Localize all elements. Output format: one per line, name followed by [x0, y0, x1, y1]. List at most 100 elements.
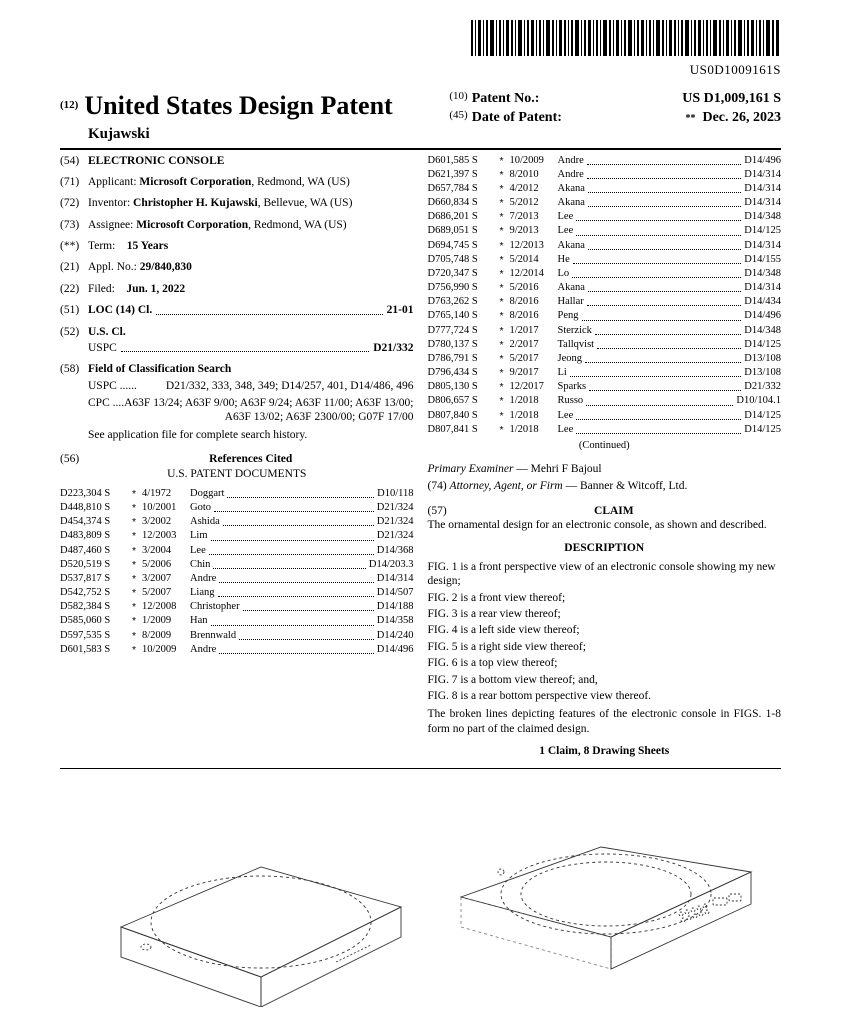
- refs-left-list: D223,304 S*4/1972DoggartD10/118D448,810 …: [60, 487, 414, 657]
- inventor-num: (72): [60, 196, 88, 210]
- figure-description: FIG. 2 is a front view thereof;: [428, 591, 782, 605]
- title-field-num: (54): [60, 154, 88, 168]
- refs-right-list: D601,585 S*10/2009AndreD14/496D621,397 S…: [428, 154, 782, 437]
- applicant-label: Applicant:: [88, 176, 137, 188]
- reference-row: D765,140 S*8/2016PengD14/496: [428, 309, 782, 323]
- reference-row: D807,841 S*1/2018LeeD14/125: [428, 423, 782, 437]
- reference-row: D705,748 S*5/2014HeD14/155: [428, 253, 782, 267]
- applicant-num: (71): [60, 175, 88, 189]
- figure-description: FIG. 6 is a top view thereof;: [428, 656, 782, 670]
- patent-drawing: [60, 787, 781, 1011]
- reference-row: D694,745 S*12/2013AkanaD14/314: [428, 239, 782, 253]
- reference-row: D542,752 S*5/2007LiangD14/507: [60, 586, 414, 600]
- patent-header: (12)United States Design Patent Kujawski…: [60, 90, 781, 149]
- refs-label: References Cited: [209, 453, 292, 465]
- search-cpc-value: A63F 13/24; A63F 9/00; A63F 9/24; A63F 1…: [124, 396, 413, 425]
- reference-row: D720,347 S*12/2014LoD14/348: [428, 267, 782, 281]
- reference-row: D582,384 S*12/2008ChristopherD14/188: [60, 600, 414, 614]
- reference-row: D601,583 S*10/2009AndreD14/496: [60, 643, 414, 657]
- reference-row: D689,051 S*9/2013LeeD14/125: [428, 224, 782, 238]
- patent-no-value: US D1,009,161 S: [682, 90, 781, 108]
- reference-row: D777,724 S*1/2017SterzickD14/348: [428, 324, 782, 338]
- appl-value: 29/840,830: [140, 261, 192, 273]
- reference-row: D786,791 S*5/2017JeongD13/108: [428, 352, 782, 366]
- reference-row: D454,374 S*3/2002AshidaD21/324: [60, 515, 414, 529]
- date-label: Date of Patent:: [472, 109, 562, 127]
- attorney-num: (74): [428, 480, 447, 492]
- reference-row: D763,262 S*8/2016HallarD14/434: [428, 295, 782, 309]
- refs-subheading: U.S. PATENT DOCUMENTS: [60, 467, 414, 481]
- reference-row: D686,201 S*7/2013LeeD14/348: [428, 210, 782, 224]
- uspc-label: USPC: [88, 341, 117, 355]
- reference-row: D806,657 S*1/2018RussoD10/104.1: [428, 394, 782, 408]
- search-uspc-label: USPC: [88, 379, 117, 393]
- barcode-region: US0D1009161S: [60, 20, 781, 78]
- reference-row: D537,817 S*3/2007AndreD14/314: [60, 572, 414, 586]
- reference-row: D807,840 S*1/2018LeeD14/125: [428, 409, 782, 423]
- examiner-value: Mehri F Bajoul: [531, 463, 602, 475]
- attorney-value: Banner & Witcoff, Ltd.: [580, 480, 687, 492]
- term-label: Term:: [88, 240, 115, 252]
- reference-row: D805,130 S*12/2017SparksD21/332: [428, 380, 782, 394]
- assignee-label: Assignee:: [88, 219, 133, 231]
- examiner-label: Primary Examiner: [428, 463, 514, 475]
- description-heading: DESCRIPTION: [428, 541, 782, 555]
- divider-rule: [60, 768, 781, 769]
- filed-value: Jun. 1, 2022: [126, 283, 185, 295]
- figure-description: FIG. 8 is a rear bottom perspective view…: [428, 689, 782, 703]
- loc-num: (51): [60, 303, 88, 317]
- reference-row: D621,397 S*8/2010AndreD14/314: [428, 168, 782, 182]
- reference-row: D601,585 S*10/2009AndreD14/496: [428, 154, 782, 168]
- uspc-value: D21/332: [373, 341, 413, 355]
- date-prefix: (45): [449, 109, 467, 127]
- attorney-label: Attorney, Agent, or Firm: [450, 480, 563, 492]
- header-prefix-num: (12): [60, 99, 78, 111]
- filed-label: Filed:: [88, 283, 115, 295]
- reference-row: D448,810 S*10/2001GotoD21/324: [60, 501, 414, 515]
- reference-row: D796,434 S*9/2017LiD13/108: [428, 366, 782, 380]
- date-marker: **: [685, 113, 695, 124]
- claim-text: The ornamental design for an electronic …: [428, 518, 782, 532]
- inventor-surname: Kujawski: [60, 125, 441, 144]
- broken-lines-note: The broken lines depicting features of t…: [428, 707, 782, 736]
- left-column: (54) ELECTRONIC CONSOLE (71) Applicant: …: [60, 154, 414, 759]
- search-num: (58): [60, 362, 88, 376]
- appl-num: (21): [60, 260, 88, 274]
- reference-row: D483,809 S*12/2003LimD21/324: [60, 529, 414, 543]
- claim-heading: CLAIM: [594, 505, 634, 517]
- figure-description: FIG. 5 is a right side view thereof;: [428, 640, 782, 654]
- reference-row: D660,834 S*5/2012AkanaD14/314: [428, 196, 782, 210]
- assignee-bold: Microsoft Corporation: [136, 219, 248, 231]
- claim-num: (57): [428, 504, 447, 518]
- loc-label: LOC (14) Cl.: [88, 303, 152, 317]
- search-label: Field of Classification Search: [88, 363, 231, 375]
- reference-row: D657,784 S*4/2012AkanaD14/314: [428, 182, 782, 196]
- invention-title: ELECTRONIC CONSOLE: [88, 155, 224, 167]
- search-uspc-value: D21/332, 333, 348, 349; D14/257, 401, D1…: [137, 379, 414, 393]
- date-value: Dec. 26, 2023: [702, 110, 781, 125]
- term-value: 15 Years: [127, 240, 168, 252]
- applicant-bold: Microsoft Corporation: [139, 176, 251, 188]
- uscl-label: U.S. Cl.: [88, 326, 126, 338]
- patent-no-label: Patent No.:: [472, 90, 540, 108]
- right-column: D601,585 S*10/2009AndreD14/496D621,397 S…: [428, 154, 782, 759]
- reference-row: D223,304 S*4/1972DoggartD10/118: [60, 487, 414, 501]
- refs-num: (56): [60, 452, 88, 466]
- patent-no-prefix: (10): [449, 90, 467, 108]
- search-note: See application file for complete search…: [88, 428, 414, 442]
- figure-description: FIG. 3 is a rear view thereof;: [428, 607, 782, 621]
- loc-value: 21-01: [387, 303, 414, 317]
- reference-row: D487,460 S*3/2004LeeD14/368: [60, 544, 414, 558]
- barcode-icon: [471, 20, 781, 56]
- term-num: (**): [60, 239, 88, 253]
- figure-description: FIG. 1 is a front perspective view of an…: [428, 560, 782, 589]
- reference-row: D520,519 S*5/2006ChinD14/203.3: [60, 558, 414, 572]
- reference-row: D585,060 S*1/2009HanD14/358: [60, 614, 414, 628]
- assignee-num: (73): [60, 218, 88, 232]
- biblio-columns: (54) ELECTRONIC CONSOLE (71) Applicant: …: [60, 154, 781, 759]
- inventor-bold: Christopher H. Kujawski: [133, 197, 258, 209]
- search-cpc-label: CPC: [88, 396, 110, 425]
- appl-label: Appl. No.:: [88, 261, 137, 273]
- reference-row: D597,535 S*8/2009BrennwaldD14/240: [60, 629, 414, 643]
- figure-description: FIG. 4 is a left side view thereof;: [428, 623, 782, 637]
